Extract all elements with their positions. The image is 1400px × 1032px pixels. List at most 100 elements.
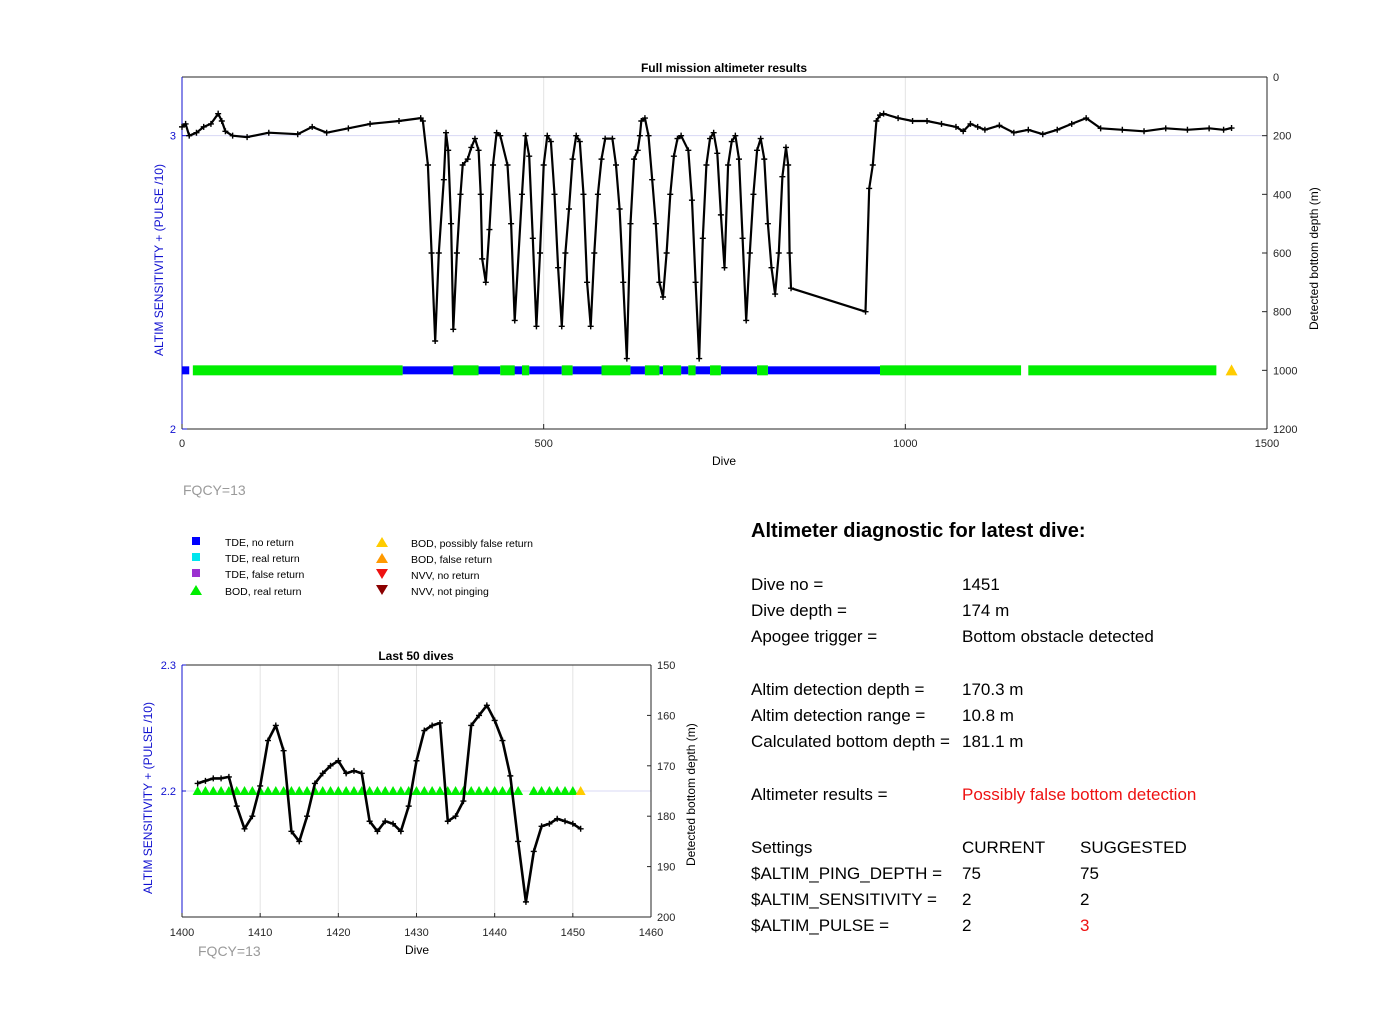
- bottom-depth-point: [569, 820, 576, 827]
- bottom-depth-point: [194, 780, 201, 787]
- top-depth-point: [511, 317, 518, 324]
- pulse-suggested: 3: [1080, 916, 1090, 935]
- bottom-depth-point: [397, 828, 404, 835]
- top-depth-point: [475, 147, 482, 154]
- top-depth-point: [721, 264, 728, 271]
- bottom-depth-point: [233, 803, 240, 810]
- top-depth-point: [667, 191, 674, 198]
- bottom-depth-point: [249, 813, 256, 820]
- top-depth-point: [265, 129, 272, 136]
- dive-depth-value: 174 m: [962, 601, 1010, 620]
- top-depth-point: [244, 134, 251, 141]
- top-depth-point: [526, 153, 533, 160]
- bottom-depth-point: [468, 722, 475, 729]
- diagnostic-panel: Altimeter diagnostic for latest dive: Di…: [751, 518, 1351, 948]
- bottom-bod-real-marker: [560, 786, 571, 795]
- bottom-depth-point: [499, 737, 506, 744]
- top-tde-no-return-band: [695, 366, 711, 375]
- bottom-depth-point: [405, 803, 412, 810]
- top-depth-point: [450, 326, 457, 333]
- top-depth-point: [294, 131, 301, 138]
- calc-bottom-value: 181.1 m: [962, 732, 1024, 751]
- bottom-depth-point: [483, 702, 490, 709]
- top-depth-point: [1119, 126, 1126, 133]
- top-yr-tick-label: 400: [1273, 189, 1291, 201]
- top-depth-point: [540, 162, 547, 168]
- yellow-triangle-icon: [371, 536, 393, 551]
- top-depth-point: [1039, 131, 1046, 138]
- top-depth-point: [457, 191, 464, 198]
- top-depth-point: [565, 206, 572, 212]
- top-depth-point: [772, 291, 779, 298]
- bottom-depth-point: [358, 770, 365, 777]
- bottom-bod-real-marker: [450, 786, 461, 795]
- top-x-tick-label: 500: [534, 438, 552, 450]
- bottom-depth-point: [390, 820, 397, 827]
- top-depth-point: [200, 123, 207, 130]
- top-yr-tick-label: 1200: [1273, 424, 1297, 436]
- top-depth-point: [602, 135, 609, 142]
- top-bod-real-band: [561, 365, 573, 376]
- bottom-fqcy-label: FQCY=13: [198, 943, 261, 959]
- top-depth-point: [707, 135, 714, 142]
- top-depth-point: [634, 147, 641, 154]
- bottom-bod-real-marker: [294, 786, 305, 795]
- top-yr-tick-label: 800: [1273, 307, 1291, 319]
- top-depth-point: [222, 128, 229, 135]
- bottom-depth-point: [335, 757, 342, 764]
- bottom-depth-point: [554, 815, 561, 822]
- bottom-bod-real-marker: [567, 786, 578, 795]
- top-depth-point: [594, 191, 601, 198]
- bottom-depth-point: [507, 772, 514, 779]
- top-tde-no-return-band: [720, 366, 758, 375]
- top-depth-point: [497, 132, 504, 139]
- ping-depth-current: 75: [962, 864, 981, 883]
- top-depth-point: [419, 118, 426, 124]
- top-yr-tick-label: 600: [1273, 248, 1291, 260]
- bottom-bod-real-marker: [317, 786, 328, 795]
- top-depth-point: [613, 162, 619, 168]
- top-depth-point: [207, 120, 214, 127]
- top-y-left-label: ALTIM SENSITIVITY + (PULSE /10): [152, 164, 166, 356]
- top-depth-point: [786, 250, 793, 256]
- bottom-depth-point: [366, 818, 373, 825]
- settings-header: Settings: [751, 838, 813, 857]
- top-depth-point: [754, 147, 761, 154]
- top-depth-point: [768, 264, 775, 271]
- pulse-label: $ALTIM_PULSE =: [751, 916, 890, 935]
- top-depth-point: [1025, 126, 1032, 133]
- bottom-depth-point: [218, 775, 225, 782]
- bottom-bod-real-marker: [192, 786, 203, 795]
- top-depth-point: [490, 162, 497, 168]
- top-depth-point: [1228, 125, 1235, 132]
- bottom-depth-point: [202, 777, 209, 784]
- top-depth-point: [435, 250, 442, 256]
- top-depth-point: [692, 279, 699, 286]
- top-depth-point: [862, 308, 869, 315]
- top-depth-point: [193, 129, 200, 136]
- bottom-depth-point: [452, 813, 459, 820]
- bottom-depth-point: [522, 898, 529, 905]
- bottom-yl-tick-label: 2.2: [161, 786, 176, 798]
- bottom-depth-point: [210, 775, 217, 782]
- top-depth-point: [739, 235, 746, 242]
- top-tde-no-return-band: [511, 366, 522, 375]
- legend: TDE, no return TDE, real return TDE, fal…: [185, 536, 585, 606]
- bottom-bod-real-marker: [348, 786, 359, 795]
- bottom-bod-real-marker: [481, 786, 492, 795]
- top-depth-point: [869, 162, 876, 168]
- top-bod-possibly-false-marker: [1225, 364, 1238, 376]
- top-depth-point: [544, 132, 551, 139]
- legend-item-bod-possibly-false: BOD, possibly false return: [371, 536, 533, 551]
- bottom-depth-point: [241, 825, 248, 832]
- top-depth-point: [537, 250, 544, 256]
- top-depth-point: [996, 122, 1003, 129]
- bottom-chart: 1400 1410 1420 1430 1440 1450 1460 2.2 2.3 150 160…: [161, 660, 676, 939]
- top-depth-point: [880, 110, 887, 117]
- top-depth-point: [636, 132, 643, 139]
- top-depth-point: [714, 150, 721, 157]
- bottom-yr-tick-label: 180: [657, 811, 675, 823]
- top-yr-tick-label: 0: [1273, 72, 1279, 84]
- suggested-header: SUGGESTED: [1080, 838, 1187, 857]
- top-depth-point: [757, 135, 764, 142]
